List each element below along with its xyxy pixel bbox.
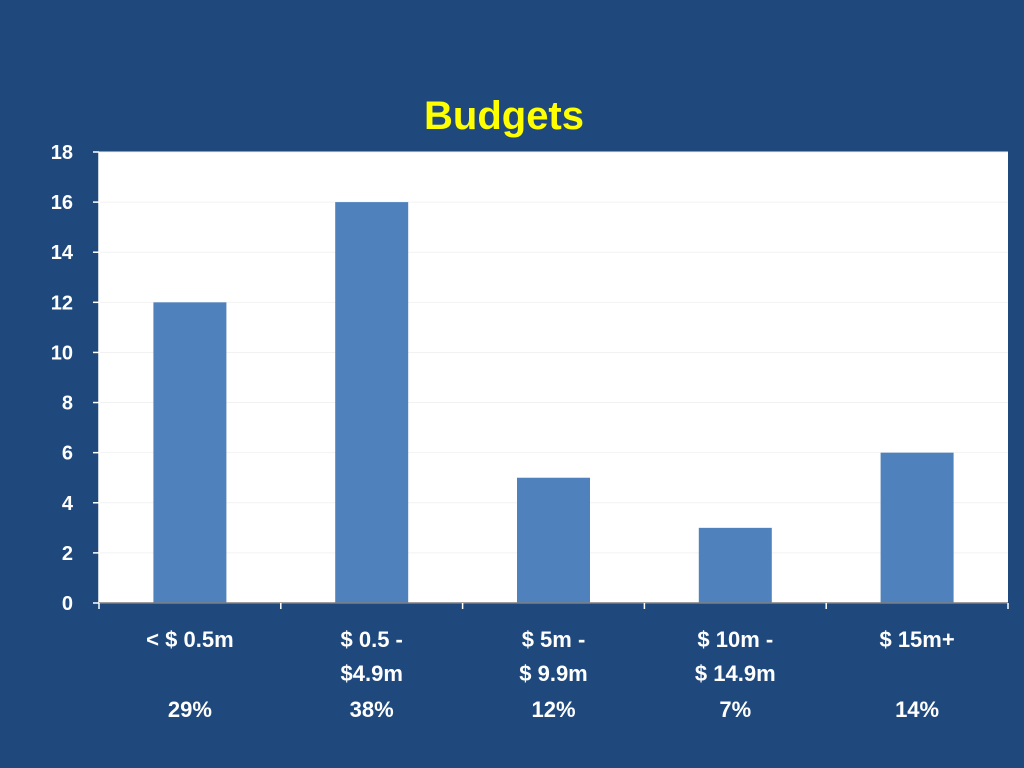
y-tick-label: 4	[62, 493, 74, 515]
x-category-label: $ 5m -$ 9.9m	[519, 627, 588, 686]
y-tick-label: 6	[62, 443, 73, 465]
x-category-label: $ 15m+	[879, 627, 954, 652]
bar	[698, 527, 772, 603]
y-axis-tick-labels: 0 2 4 6 8 10 12 14 16 18	[51, 142, 74, 615]
bars	[153, 202, 954, 603]
y-tick-label: 12	[51, 292, 73, 314]
category-percent-label: 38%	[350, 697, 394, 722]
y-tick-label: 14	[51, 242, 74, 264]
bar	[517, 477, 590, 603]
bar	[153, 302, 227, 603]
y-tick-label: 2	[62, 543, 73, 565]
y-tick-label: 0	[62, 593, 73, 615]
x-category-label: $ 10m -$ 14.9m	[695, 627, 776, 686]
bar	[335, 202, 409, 603]
chart-title: Budgets	[424, 94, 584, 138]
gridlines	[99, 151, 1008, 554]
category-percent-label: 29%	[168, 697, 212, 722]
axes	[93, 151, 1009, 609]
x-category-label: < $ 0.5m	[146, 627, 233, 652]
y-tick-label: 8	[62, 393, 73, 415]
category-percent-label: 12%	[531, 697, 575, 722]
x-axis-category-labels: < $ 0.5m 29% $ 0.5 -$4.9m 38% $ 5m -$ 9.9m 12…	[146, 627, 955, 722]
y-tick-label: 18	[51, 142, 73, 164]
y-tick-label: 10	[51, 342, 73, 364]
category-percent-label: 14%	[895, 697, 939, 722]
bar	[880, 452, 954, 603]
y-tick-label: 16	[51, 192, 73, 214]
x-category-label: $ 0.5 -$4.9m	[341, 627, 403, 686]
category-percent-label: 7%	[719, 697, 751, 722]
